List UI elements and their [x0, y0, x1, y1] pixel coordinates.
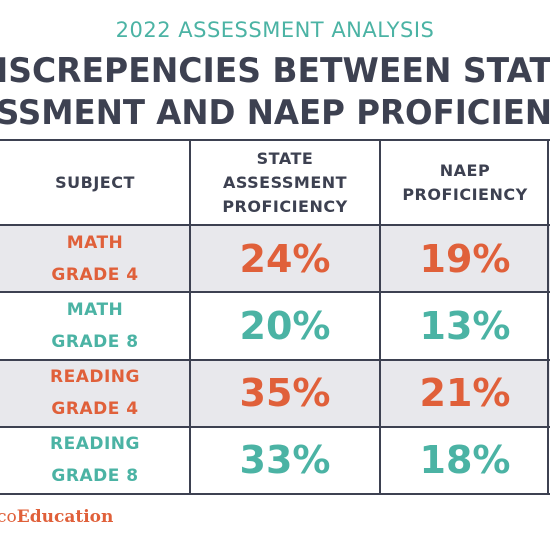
subject-cell: MATH GRADE 8 — [0, 292, 190, 359]
header-text: SUBJECT — [55, 172, 135, 192]
row-border — [0, 358, 550, 361]
row-border — [0, 224, 550, 226]
value-cell: 19% — [380, 225, 550, 292]
value-text: 33% — [239, 438, 331, 483]
subject-text: GRADE 4 — [51, 264, 139, 285]
value-text: 35% — [239, 371, 331, 416]
subtitle: 2022 ASSESSMENT ANALYSIS — [115, 18, 435, 42]
row-border — [0, 139, 550, 141]
value-text: 19% — [419, 236, 511, 281]
header-text: STATE — [256, 148, 314, 168]
header-text: PROFICIENCY — [402, 184, 528, 204]
title: ISCREPENCIES BETWEEN STAT SSMENT AND NAE… — [0, 51, 550, 133]
row-background — [0, 225, 550, 293]
subject-text: MATH — [66, 232, 124, 253]
subject-cell: MATH GRADE 4 — [0, 225, 190, 292]
column-border — [547, 140, 549, 494]
row-border — [0, 425, 550, 428]
subject-text: GRADE 8 — [51, 466, 139, 487]
subject-cell: READING GRADE 8 — [0, 427, 190, 494]
subject-text: GRADE 4 — [51, 399, 139, 420]
value-cell: 21% — [380, 360, 550, 427]
header-text: NAEP — [439, 160, 491, 180]
header-text: PROFICIENCY — [222, 196, 348, 216]
subject-text: GRADE 8 — [51, 331, 139, 352]
subject-cell: READING GRADE 4 — [0, 360, 190, 427]
subject-text: READING — [50, 367, 140, 388]
value-text: 13% — [419, 303, 511, 348]
footer-prefix: co — [0, 507, 17, 527]
value-text: 18% — [419, 438, 511, 483]
row-background — [0, 426, 550, 494]
value-cell: 33% — [190, 427, 380, 494]
column-border — [189, 140, 191, 494]
row-background — [0, 359, 550, 427]
footer: coEducation — [0, 507, 113, 527]
header-cell: NAEP PROFICIENCY — [380, 140, 550, 225]
subject-text: MATH — [66, 299, 124, 320]
row-background — [0, 292, 550, 360]
value-cell: 35% — [190, 360, 380, 427]
value-text: 21% — [419, 371, 511, 416]
title-line: ISCREPENCIES BETWEEN STAT — [0, 51, 550, 91]
row-border — [0, 291, 550, 294]
header-text: ASSESSMENT — [222, 172, 348, 192]
row-border — [0, 493, 550, 495]
column-border — [379, 140, 381, 494]
value-cell: 20% — [190, 292, 380, 359]
value-text: 24% — [239, 236, 331, 281]
value-cell: 18% — [380, 427, 550, 494]
header-cell: STATE ASSESSMENT PROFICIENCY — [190, 140, 380, 225]
header-cell: SUBJECT — [0, 140, 190, 225]
footer-brand: Education — [16, 507, 114, 527]
subject-text: READING — [50, 434, 140, 455]
value-cell: 13% — [380, 292, 550, 359]
value-cell: 24% — [190, 225, 380, 292]
title-line: SSMENT AND NAEP PROFICIEN — [0, 93, 550, 133]
value-text: 20% — [239, 303, 331, 348]
